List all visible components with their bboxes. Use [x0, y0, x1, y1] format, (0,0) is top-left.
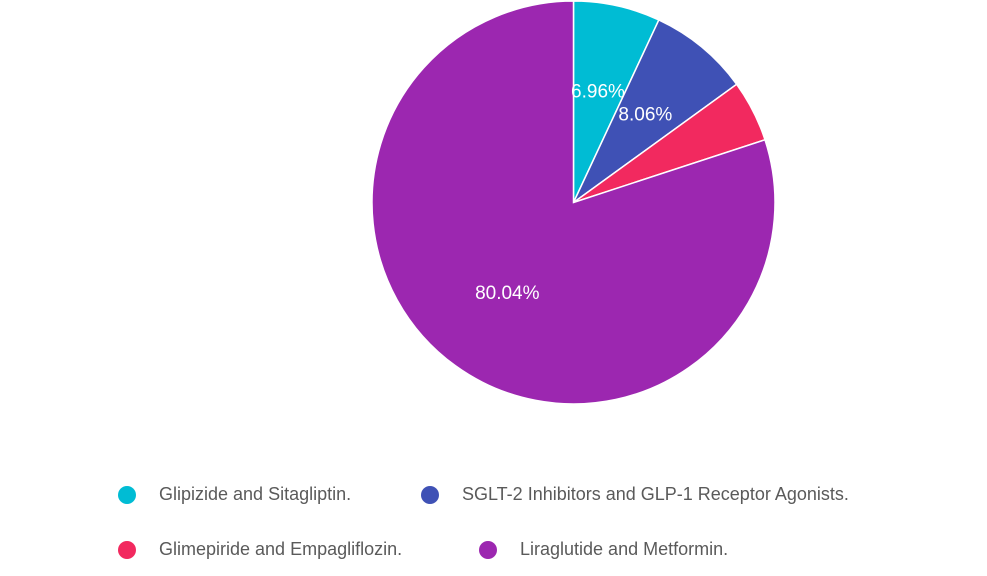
pie-slices — [371, 0, 776, 405]
legend-item-sglt2-glp1[interactable]: SGLT-2 Inhibitors and GLP-1 Receptor Ago… — [421, 484, 849, 505]
data-label-glipizide-sitagliptin: 6.96% — [571, 81, 625, 102]
legend-item-glipizide-sitagliptin[interactable]: Glipizide and Sitagliptin. — [118, 484, 351, 505]
pie-slice-liraglutide-metformin[interactable] — [371, 0, 776, 405]
legend-marker-sglt2-glp1 — [421, 485, 439, 504]
data-label-sglt2-glp1: 8.06% — [618, 105, 672, 126]
legend-label-sglt2-glp1: SGLT-2 Inhibitors and GLP-1 Receptor Ago… — [462, 484, 849, 504]
legend-label-liraglutide-metformin: Liraglutide and Metformin. — [520, 539, 729, 559]
legend-item-glimepiride-empagliflozin[interactable]: Glimepiride and Empagliflozin. — [118, 539, 402, 560]
pie-slice-sglt2-glp1[interactable] — [571, 18, 738, 205]
legend-label-glimepiride-empagliflozin: Glimepiride and Empagliflozin. — [159, 539, 403, 559]
legend-marker-liraglutide-metformin — [479, 540, 497, 559]
pie-data-labels: 6.96% 8.06% 80.04% — [475, 81, 672, 304]
legend-marker-glipizide-sitagliptin — [118, 485, 136, 504]
data-label-liraglutide-metformin: 80.04% — [475, 283, 540, 304]
legend-marker-glimepiride-empagliflozin — [118, 540, 136, 559]
legend-label-glipizide-sitagliptin: Glipizide and Sitagliptin. — [159, 484, 352, 504]
pie-plot-area: 6.96% 8.06% 80.04% — [371, 0, 776, 405]
legend-item-liraglutide-metformin[interactable]: Liraglutide and Metformin. — [479, 539, 728, 560]
